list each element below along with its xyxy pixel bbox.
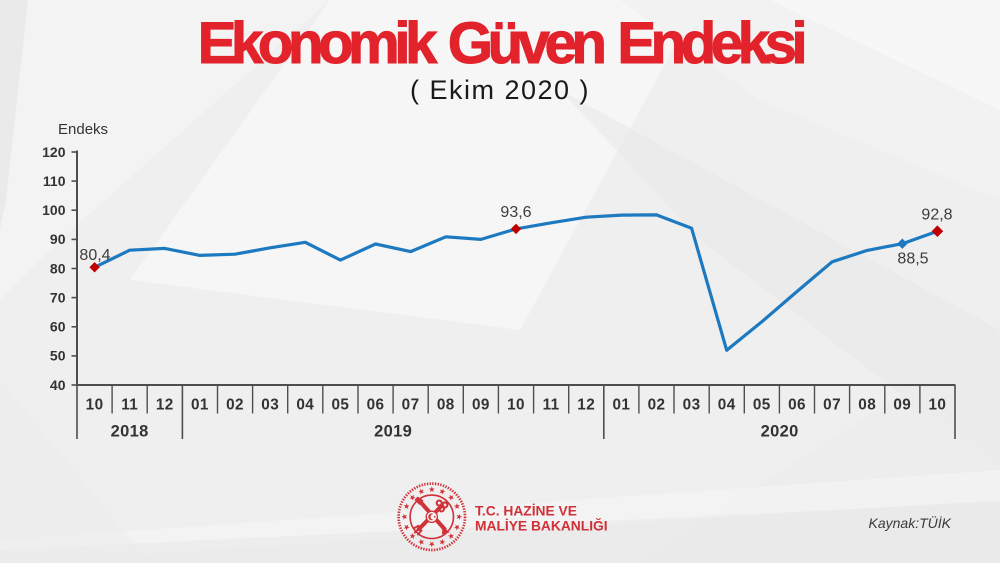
svg-text:93,6: 93,6 [500,204,531,221]
svg-text:04: 04 [718,397,736,414]
svg-text:Kaynak:TÜİK: Kaynak:TÜİK [869,514,952,531]
svg-text:40: 40 [50,377,66,393]
svg-text:12: 12 [156,397,174,414]
svg-text:10: 10 [928,397,946,414]
svg-text:92,8: 92,8 [921,207,952,224]
svg-text:10: 10 [86,397,104,414]
svg-text:80: 80 [50,260,66,276]
svg-text:01: 01 [612,397,630,414]
svg-text:11: 11 [121,397,138,414]
svg-text:2020: 2020 [761,423,799,441]
svg-text:60: 60 [50,319,66,335]
svg-text:11: 11 [543,397,560,414]
svg-text:2018: 2018 [111,423,149,441]
svg-text:03: 03 [683,397,701,414]
svg-text:80,4: 80,4 [79,247,110,264]
svg-text:03: 03 [261,397,279,414]
svg-text:Endeks: Endeks [58,121,108,138]
svg-text:100: 100 [42,202,66,218]
svg-text:08: 08 [858,397,876,414]
svg-text:06: 06 [367,397,385,414]
svg-text:09: 09 [893,397,911,414]
svg-text:2019: 2019 [374,423,412,441]
svg-text:05: 05 [331,397,349,414]
svg-text:T.C. HAZİNE VE: T.C. HAZİNE VE [475,503,577,519]
svg-text:70: 70 [50,289,66,305]
svg-text:MALİYE BAKANLIĞI: MALİYE BAKANLIĞI [475,517,608,534]
svg-text:110: 110 [43,173,66,189]
svg-text:120: 120 [42,144,66,160]
svg-text:05: 05 [753,397,771,414]
svg-text:07: 07 [823,397,841,414]
svg-text:07: 07 [402,397,420,414]
svg-text:50: 50 [50,348,66,364]
svg-text:09: 09 [472,397,490,414]
svg-text:01: 01 [191,397,209,414]
svg-text:90: 90 [50,231,66,247]
svg-text:88,5: 88,5 [897,251,928,268]
svg-text:12: 12 [577,397,595,414]
svg-text:04: 04 [296,397,314,414]
svg-text:02: 02 [648,397,666,414]
svg-text:02: 02 [226,397,244,414]
svg-text:08: 08 [437,397,455,414]
svg-text:10: 10 [507,397,525,414]
svg-text:06: 06 [788,397,806,414]
